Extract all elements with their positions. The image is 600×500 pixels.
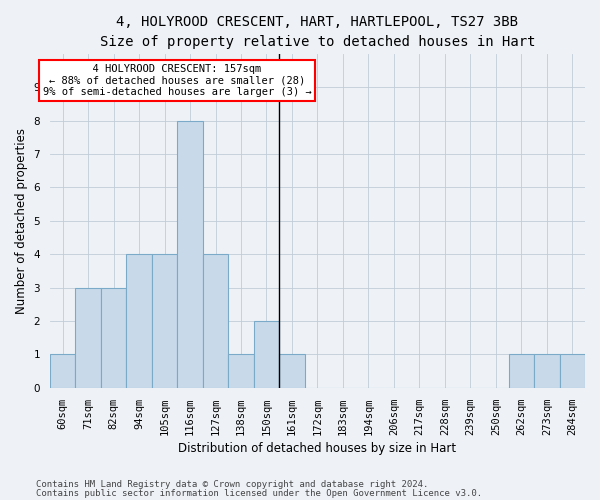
- Bar: [254, 321, 279, 388]
- Bar: [279, 354, 305, 388]
- Bar: [203, 254, 228, 388]
- Bar: [509, 354, 534, 388]
- Bar: [560, 354, 585, 388]
- Bar: [127, 254, 152, 388]
- Text: Contains public sector information licensed under the Open Government Licence v3: Contains public sector information licen…: [36, 489, 482, 498]
- Bar: [152, 254, 178, 388]
- X-axis label: Distribution of detached houses by size in Hart: Distribution of detached houses by size …: [178, 442, 457, 455]
- Bar: [534, 354, 560, 388]
- Text: Contains HM Land Registry data © Crown copyright and database right 2024.: Contains HM Land Registry data © Crown c…: [36, 480, 428, 489]
- Bar: [50, 354, 76, 388]
- Bar: [178, 120, 203, 388]
- Title: 4, HOLYROOD CRESCENT, HART, HARTLEPOOL, TS27 3BB
Size of property relative to de: 4, HOLYROOD CRESCENT, HART, HARTLEPOOL, …: [100, 15, 535, 48]
- Text: 4 HOLYROOD CRESCENT: 157sqm  
← 88% of detached houses are smaller (28)
9% of se: 4 HOLYROOD CRESCENT: 157sqm ← 88% of det…: [43, 64, 311, 97]
- Bar: [228, 354, 254, 388]
- Y-axis label: Number of detached properties: Number of detached properties: [15, 128, 28, 314]
- Bar: [76, 288, 101, 388]
- Bar: [101, 288, 127, 388]
